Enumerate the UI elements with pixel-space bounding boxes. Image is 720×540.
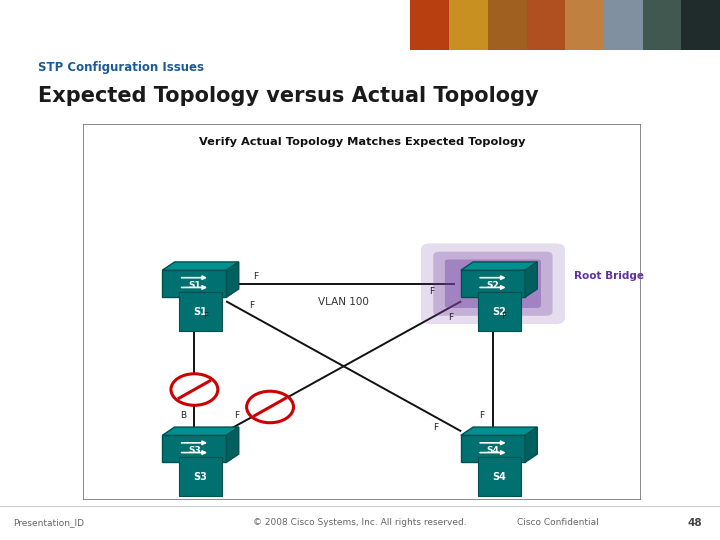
- Text: Cisco Confidential: Cisco Confidential: [517, 518, 599, 528]
- FancyBboxPatch shape: [162, 435, 227, 462]
- Text: S3: S3: [188, 446, 201, 455]
- Polygon shape: [227, 262, 239, 297]
- Polygon shape: [162, 427, 239, 435]
- Bar: [20, 13, 24, 23]
- Bar: [26, 16, 30, 23]
- Text: F: F: [203, 312, 208, 321]
- Text: Expected Topology versus Actual Topology: Expected Topology versus Actual Topology: [38, 86, 539, 106]
- Polygon shape: [525, 427, 537, 462]
- Text: 48: 48: [688, 518, 702, 528]
- Text: Verify Actual Topology Matches Expected Topology: Verify Actual Topology Matches Expected …: [199, 137, 525, 147]
- FancyBboxPatch shape: [421, 244, 565, 324]
- Polygon shape: [461, 262, 537, 270]
- Circle shape: [171, 374, 218, 406]
- Text: cisco.: cisco.: [9, 26, 46, 39]
- FancyBboxPatch shape: [461, 435, 525, 462]
- Bar: [643, 0, 681, 50]
- Polygon shape: [227, 427, 239, 462]
- Text: VLAN 100: VLAN 100: [318, 298, 369, 307]
- FancyBboxPatch shape: [461, 270, 525, 297]
- FancyBboxPatch shape: [445, 259, 541, 308]
- Text: F: F: [433, 423, 438, 431]
- Polygon shape: [461, 427, 537, 435]
- Text: S4: S4: [487, 446, 500, 455]
- Bar: [9, 19, 12, 23]
- Text: STP Configuration Issues: STP Configuration Issues: [38, 60, 204, 73]
- Bar: [565, 0, 604, 50]
- Bar: [526, 0, 565, 50]
- Bar: [681, 0, 720, 50]
- Bar: [32, 19, 35, 23]
- Text: S2: S2: [487, 281, 499, 290]
- Bar: [488, 0, 526, 50]
- Text: Root Bridge: Root Bridge: [574, 271, 644, 281]
- Text: F: F: [480, 411, 485, 420]
- Bar: [604, 0, 642, 50]
- FancyBboxPatch shape: [162, 270, 227, 297]
- Text: F: F: [429, 287, 434, 296]
- Text: S3: S3: [194, 472, 207, 482]
- Text: F: F: [253, 272, 258, 281]
- Polygon shape: [525, 262, 537, 297]
- Bar: [449, 0, 488, 50]
- Bar: [14, 16, 18, 23]
- Circle shape: [247, 391, 294, 423]
- Text: Presentation_ID: Presentation_ID: [13, 518, 84, 528]
- Text: S4: S4: [492, 472, 506, 482]
- Text: S1: S1: [188, 281, 201, 290]
- Text: S1: S1: [194, 307, 207, 316]
- Bar: [410, 0, 449, 50]
- FancyBboxPatch shape: [433, 252, 552, 316]
- Text: S2: S2: [492, 307, 506, 316]
- Text: B: B: [180, 411, 186, 420]
- Polygon shape: [162, 262, 239, 270]
- Text: F: F: [248, 301, 254, 310]
- Text: © 2008 Cisco Systems, Inc. All rights reserved.: © 2008 Cisco Systems, Inc. All rights re…: [253, 518, 467, 528]
- Text: F: F: [448, 313, 453, 321]
- Text: F: F: [235, 411, 240, 420]
- Text: F: F: [502, 312, 507, 321]
